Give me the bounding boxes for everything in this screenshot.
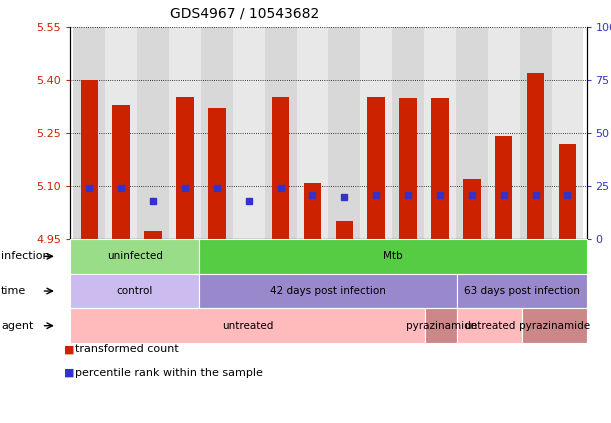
Text: percentile rank within the sample: percentile rank within the sample: [75, 368, 262, 378]
Text: uninfected: uninfected: [107, 251, 163, 261]
Bar: [233, 27, 265, 239]
Bar: [552, 27, 584, 239]
Text: pyrazinamide: pyrazinamide: [519, 321, 590, 331]
Bar: [144, 231, 162, 239]
Bar: [335, 221, 353, 239]
Text: Mtb: Mtb: [383, 251, 403, 261]
Bar: [400, 98, 417, 239]
Text: untreated: untreated: [464, 321, 516, 331]
Bar: [169, 27, 201, 239]
Bar: [360, 27, 392, 239]
Text: infection: infection: [1, 251, 50, 261]
Text: control: control: [117, 286, 153, 296]
Bar: [208, 108, 225, 239]
Bar: [105, 27, 137, 239]
Text: transformed count: transformed count: [75, 344, 178, 354]
Text: 63 days post infection: 63 days post infection: [464, 286, 580, 296]
Text: agent: agent: [1, 321, 34, 331]
Text: time: time: [1, 286, 26, 296]
Text: pyrazinamide: pyrazinamide: [406, 321, 477, 331]
Bar: [488, 27, 519, 239]
Text: untreated: untreated: [222, 321, 274, 331]
Bar: [296, 27, 329, 239]
Bar: [519, 27, 552, 239]
Bar: [329, 27, 360, 239]
Bar: [137, 27, 169, 239]
Bar: [201, 27, 233, 239]
Bar: [176, 97, 194, 239]
Bar: [265, 27, 296, 239]
Bar: [304, 183, 321, 239]
Bar: [527, 73, 544, 239]
Bar: [456, 27, 488, 239]
Text: 42 days post infection: 42 days post infection: [271, 286, 386, 296]
Bar: [81, 80, 98, 239]
Bar: [463, 179, 481, 239]
Bar: [112, 105, 130, 239]
Bar: [495, 136, 513, 239]
Text: ■: ■: [64, 344, 75, 354]
Bar: [392, 27, 424, 239]
Bar: [73, 27, 105, 239]
Text: GDS4967 / 10543682: GDS4967 / 10543682: [170, 6, 319, 20]
Bar: [272, 97, 290, 239]
Bar: [424, 27, 456, 239]
Text: ■: ■: [64, 368, 75, 378]
Bar: [367, 97, 385, 239]
Bar: [431, 98, 448, 239]
Bar: [558, 144, 576, 239]
